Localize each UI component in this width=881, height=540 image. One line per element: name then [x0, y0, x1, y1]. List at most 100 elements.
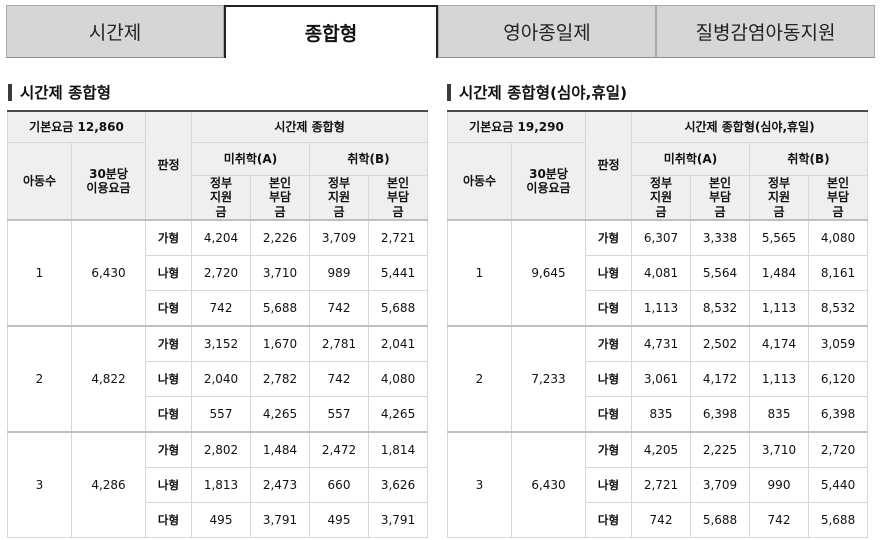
- gov-support-header: 정부 지원금: [631, 175, 691, 221]
- school-self-cell: 6,120: [807, 361, 869, 398]
- preschool-self-cell: 2,502: [690, 325, 750, 363]
- fee30-cell: 4,822: [71, 325, 146, 433]
- school-gov-cell: 835: [749, 396, 809, 433]
- school-gov-cell: 3,710: [749, 431, 809, 469]
- child-count-cell: 1: [7, 219, 72, 327]
- fee30-cell: 7,233: [511, 325, 586, 433]
- tab-part-time[interactable]: 시간제: [6, 5, 224, 58]
- fee30-cell: 9,645: [511, 219, 586, 327]
- preschool-gov-cell: 1,813: [191, 467, 251, 504]
- school-self-cell: 8,161: [807, 255, 869, 292]
- school-self-cell: 4,265: [367, 396, 429, 433]
- preschool-gov-cell: 2,802: [191, 431, 251, 469]
- base-fee-header: 기본요금 12,860: [7, 110, 146, 143]
- base-fee-header: 기본요금 19,290: [447, 110, 586, 143]
- preschool-self-cell: 3,710: [250, 255, 310, 292]
- group-header: 시간제 종합형: [190, 110, 429, 143]
- school-self-cell: 5,441: [367, 255, 429, 292]
- school-gov-cell: 742: [309, 290, 369, 327]
- school-self-cell: 5,440: [807, 467, 869, 504]
- section-title-text: 시간제 종합형(심야,휴일): [459, 84, 628, 102]
- child-count-header: 아동수: [447, 142, 512, 221]
- preschool-self-cell: 3,338: [690, 219, 750, 257]
- table-row: 다형 1,113 8,532 1,113 8,532: [448, 290, 869, 327]
- preschool-gov-cell: 3,152: [191, 325, 251, 363]
- title-bullet: [8, 83, 12, 101]
- table-row: 다형 495 3,791 495 3,791: [8, 502, 429, 539]
- table-row: 나형 4,081 5,564 1,484 8,161: [448, 255, 869, 292]
- child-count-cell: 2: [447, 325, 512, 433]
- judge-type-cell: 가형: [145, 219, 192, 257]
- preschool-gov-cell: 4,731: [631, 325, 691, 363]
- preschool-self-cell: 5,688: [250, 290, 310, 327]
- table-row: 다형 835 6,398 835 6,398: [448, 396, 869, 433]
- judge-type-cell: 다형: [585, 502, 632, 539]
- tab-comprehensive[interactable]: 종합형: [224, 5, 438, 58]
- preschool-self-cell: 4,172: [690, 361, 750, 398]
- self-pay-header: 본인 부담금: [690, 175, 750, 221]
- preschool-gov-cell: 4,204: [191, 219, 251, 257]
- tab-infant-full-day[interactable]: 영아종일제: [438, 5, 656, 58]
- fee-table-night-holiday: 기본요금 19,290 판정 시간제 종합형(심야,휴일) 아동수 30분당 이…: [447, 109, 869, 539]
- preschool-gov-cell: 742: [191, 290, 251, 327]
- gov-support-header: 정부 지원금: [309, 175, 369, 221]
- table-row: 다형 742 5,688 742 5,688: [8, 290, 429, 327]
- group-header: 시간제 종합형(심야,휴일): [630, 110, 869, 143]
- preschool-gov-cell: 6,307: [631, 219, 691, 257]
- preschool-header: 미취학(A): [631, 142, 750, 176]
- fee-table-body: 1 6,430 가형 4,204 2,226 3,709 2,721 나형 2,720 3,710…: [7, 219, 429, 539]
- section-title-right: 시간제 종합형(심야,휴일): [447, 80, 627, 104]
- judge-type-cell: 다형: [145, 502, 192, 539]
- fee-table-body: 1 9,645 가형 6,307 3,338 5,565 4,080 나형 4,081 5,564…: [447, 219, 869, 539]
- school-gov-cell: 3,709: [309, 219, 369, 257]
- table-row: 2 7,233 가형 4,731 2,502 4,174 3,059: [447, 325, 869, 433]
- school-gov-cell: 742: [309, 361, 369, 398]
- gov-support-header: 정부 지원금: [749, 175, 809, 221]
- child-count-cell: 3: [7, 431, 72, 539]
- fee30-header: 30분당 이용요금: [71, 142, 146, 221]
- school-gov-cell: 557: [309, 396, 369, 433]
- preschool-self-cell: 5,688: [690, 502, 750, 539]
- judge-type-cell: 다형: [585, 290, 632, 327]
- school-gov-cell: 5,565: [749, 219, 809, 257]
- fee30-cell: 4,286: [71, 431, 146, 539]
- school-self-cell: 2,721: [367, 219, 429, 257]
- preschool-self-cell: 2,473: [250, 467, 310, 504]
- judge-header: 판정: [145, 109, 192, 221]
- preschool-gov-cell: 1,113: [631, 290, 691, 327]
- school-gov-cell: 990: [749, 467, 809, 504]
- child-count-cell: 3: [447, 431, 512, 539]
- preschool-self-cell: 5,564: [690, 255, 750, 292]
- table-row: 나형 2,721 3,709 990 5,440: [448, 467, 869, 504]
- school-self-cell: 5,688: [807, 502, 869, 539]
- judge-type-cell: 나형: [145, 361, 192, 398]
- preschool-self-cell: 2,782: [250, 361, 310, 398]
- child-count-cell: 2: [7, 325, 72, 433]
- school-header: 취학(B): [308, 142, 429, 176]
- section-title-left: 시간제 종합형: [8, 80, 111, 104]
- school-self-cell: 3,059: [807, 325, 869, 363]
- judge-header: 판정: [585, 109, 632, 221]
- school-self-cell: 3,626: [367, 467, 429, 504]
- school-gov-cell: 2,781: [309, 325, 369, 363]
- judge-type-cell: 가형: [585, 431, 632, 469]
- judge-type-cell: 다형: [145, 396, 192, 433]
- judge-type-cell: 다형: [585, 396, 632, 433]
- table-row: 다형 557 4,265 557 4,265: [8, 396, 429, 433]
- table-row: 다형 742 5,688 742 5,688: [448, 502, 869, 539]
- preschool-gov-cell: 495: [191, 502, 251, 539]
- table-row: 나형 1,813 2,473 660 3,626: [8, 467, 429, 504]
- preschool-self-cell: 1,484: [250, 431, 310, 469]
- school-gov-cell: 660: [309, 467, 369, 504]
- preschool-gov-cell: 835: [631, 396, 691, 433]
- preschool-gov-cell: 3,061: [631, 361, 691, 398]
- fee30-cell: 6,430: [511, 431, 586, 539]
- school-gov-cell: 2,472: [309, 431, 369, 469]
- tab-sick-child-support[interactable]: 질병감염아동지원: [656, 5, 875, 58]
- judge-type-cell: 나형: [585, 255, 632, 292]
- table-row: 1 6,430 가형 4,204 2,226 3,709 2,721: [7, 219, 429, 327]
- preschool-gov-cell: 742: [631, 502, 691, 539]
- table-row: 1 9,645 가형 6,307 3,338 5,565 4,080: [447, 219, 869, 327]
- preschool-self-cell: 2,225: [690, 431, 750, 469]
- school-gov-cell: 1,113: [749, 361, 809, 398]
